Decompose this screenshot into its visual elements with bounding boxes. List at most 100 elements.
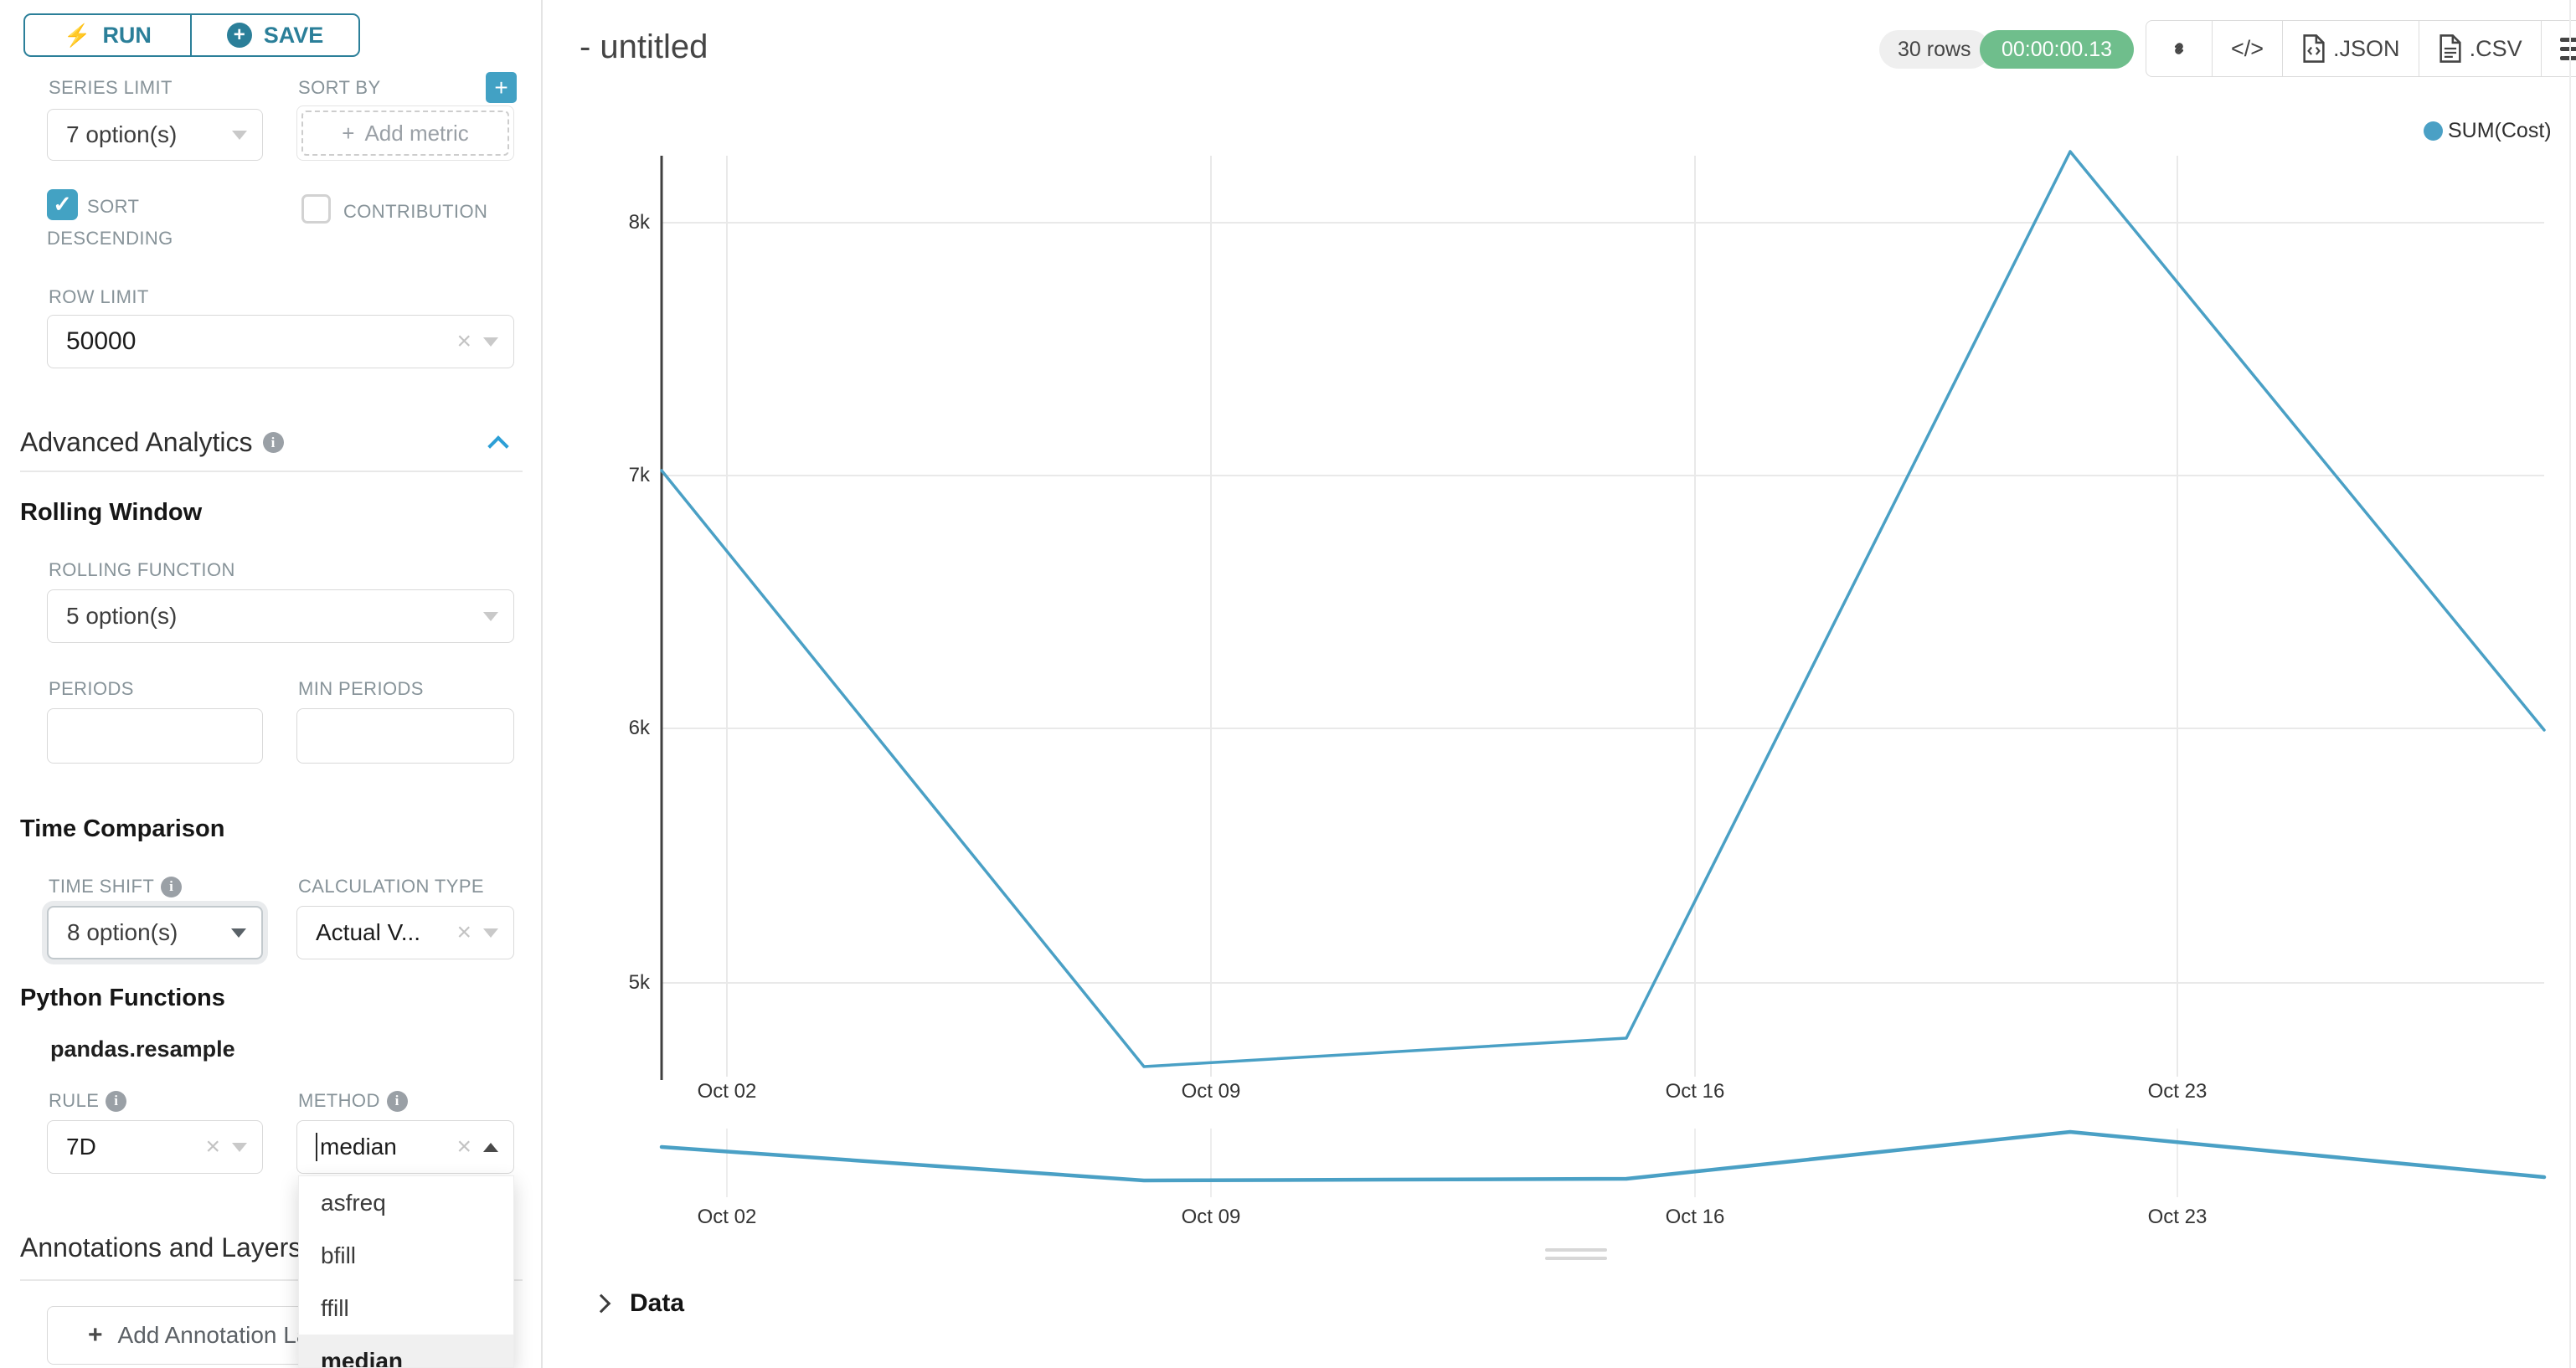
line-chart-canvas[interactable] (543, 0, 2576, 1368)
method-value: median (320, 1134, 397, 1160)
method-select[interactable]: median × (296, 1120, 514, 1174)
panel-resize-handle[interactable] (1545, 1248, 1607, 1260)
annotations-layers-header[interactable]: Annotations and Layers (20, 1232, 301, 1263)
file-text-icon (2439, 34, 2461, 63)
x-tick-oct16: Oct 16 (1665, 1080, 1725, 1103)
add-metric-placeholder: Add metric (364, 120, 469, 146)
link-icon (2174, 43, 2184, 54)
export-json-label: .JSON (2333, 35, 2400, 61)
collapse-chevron-up-icon[interactable] (487, 435, 509, 457)
clear-icon[interactable]: × (456, 1133, 471, 1160)
x-tick-oct02: Oct 02 (697, 1080, 757, 1103)
chevron-down-icon (232, 1142, 247, 1152)
preview-x-tick-oct23: Oct 23 (2147, 1206, 2208, 1228)
calculation-type-label: CALCULATION TYPE (298, 876, 484, 897)
y-tick-6k: 6k (628, 717, 650, 739)
sort-by-add-metric[interactable]: + Add metric (296, 105, 514, 161)
save-button[interactable]: + SAVE (192, 15, 358, 55)
clear-icon[interactable]: × (456, 327, 471, 355)
advanced-analytics-title: Advanced Analytics (20, 427, 253, 457)
clear-icon[interactable]: × (456, 918, 471, 946)
plus-icon: + (88, 1321, 103, 1349)
preview-x-tick-oct16: Oct 16 (1665, 1206, 1725, 1228)
add-metric-plus-button[interactable]: + (486, 72, 517, 103)
hamburger-menu-icon (2559, 37, 2576, 60)
series-limit-select[interactable]: 7 option(s) (47, 109, 263, 161)
sort-descending-label-line2: DESCENDING (47, 228, 173, 249)
rolling-function-label: ROLLING FUNCTION (49, 559, 235, 580)
min-periods-input[interactable] (296, 708, 514, 764)
contribution-checkbox[interactable] (301, 194, 331, 224)
chart-title[interactable]: - untitled (580, 28, 708, 65)
time-shift-select[interactable]: 8 option(s) (47, 906, 263, 959)
copy-link-button[interactable] (2146, 21, 2213, 76)
chart-legend[interactable]: SUM(Cost) (2424, 119, 2552, 143)
export-csv-label: .CSV (2469, 35, 2522, 61)
row-limit-label: ROW LIMIT (49, 286, 149, 307)
dropdown-option-ffill[interactable]: ffill (321, 1294, 349, 1321)
dropdown-option-median[interactable]: median (299, 1335, 513, 1367)
data-panel-header[interactable]: Data (591, 1289, 685, 1318)
plus-circle-icon: + (226, 23, 252, 48)
python-functions-title: Python Functions (20, 985, 225, 1011)
sort-descending-label-line1: SORT (87, 196, 140, 217)
plus-icon: + (342, 120, 355, 146)
rule-select[interactable]: 7D × (47, 1120, 263, 1174)
legend-dot-icon (2424, 121, 2443, 141)
export-json-button[interactable]: .JSON (2283, 21, 2419, 76)
row-limit-select[interactable]: 50000 × (47, 315, 514, 368)
series-line-sum-cost (660, 150, 2546, 1068)
chevron-up-icon (483, 1142, 498, 1152)
embed-code-button[interactable]: </> (2213, 21, 2284, 76)
chevron-down-icon (483, 611, 498, 621)
chevron-down-icon (483, 928, 498, 938)
check-icon: ✓ (53, 192, 72, 217)
run-label: RUN (102, 22, 152, 48)
pandas-resample-subtitle: pandas.resample (50, 1036, 235, 1062)
sort-by-label: SORT BY (298, 77, 381, 98)
info-icon: i (386, 1090, 408, 1112)
info-icon: i (106, 1090, 127, 1112)
clear-icon[interactable]: × (205, 1133, 220, 1160)
dropdown-option-asfreq[interactable]: asfreq (321, 1189, 386, 1216)
query-timer-badge: 00:00:00.13 (1980, 30, 2135, 69)
x-tick-oct09: Oct 09 (1181, 1080, 1241, 1103)
row-limit-value: 50000 (66, 327, 137, 355)
divider (20, 1279, 523, 1281)
run-button[interactable]: ⚡ RUN (25, 15, 192, 55)
min-periods-label: MIN PERIODS (298, 678, 424, 699)
chevron-down-icon (231, 928, 246, 938)
method-label: METHOD i (298, 1090, 408, 1112)
rolling-function-select[interactable]: 5 option(s) (47, 589, 514, 643)
calculation-type-select[interactable]: Actual V... × (296, 906, 514, 959)
method-dropdown-menu: asfreq bfill ffill median (298, 1175, 514, 1368)
info-icon: i (262, 432, 284, 453)
data-panel-title: Data (630, 1289, 685, 1317)
calculation-type-value: Actual V... (316, 919, 421, 945)
dropdown-option-bfill[interactable]: bfill (321, 1242, 357, 1268)
lightning-icon: ⚡ (64, 23, 91, 48)
series-limit-value: 7 option(s) (66, 121, 178, 147)
periods-label: PERIODS (49, 678, 134, 699)
time-shift-value: 8 option(s) (67, 919, 178, 945)
annotations-layers-title: Annotations and Layers (20, 1232, 302, 1263)
more-menu-button[interactable] (2542, 21, 2576, 76)
sort-descending-checkbox[interactable]: ✓ (47, 189, 78, 220)
code-icon: </> (2231, 35, 2264, 61)
advanced-analytics-header[interactable]: Advanced Analytics i (20, 427, 284, 458)
preview-gridlines (726, 1129, 2178, 1197)
text-cursor (316, 1133, 317, 1161)
legend-series-label: SUM(Cost) (2448, 119, 2552, 142)
periods-input[interactable] (47, 708, 263, 764)
contribution-label: CONTRIBUTION (343, 201, 488, 222)
chevron-down-icon (483, 337, 498, 347)
run-save-group: ⚡ RUN + SAVE (23, 13, 360, 57)
rule-value: 7D (66, 1134, 96, 1160)
chevron-down-icon (232, 130, 247, 140)
rule-label: RULE i (49, 1090, 127, 1112)
preview-x-tick-oct02: Oct 02 (697, 1206, 757, 1228)
rolling-window-title: Rolling Window (20, 499, 203, 526)
time-comparison-title: Time Comparison (20, 815, 225, 842)
export-csv-button[interactable]: .CSV (2419, 21, 2542, 76)
